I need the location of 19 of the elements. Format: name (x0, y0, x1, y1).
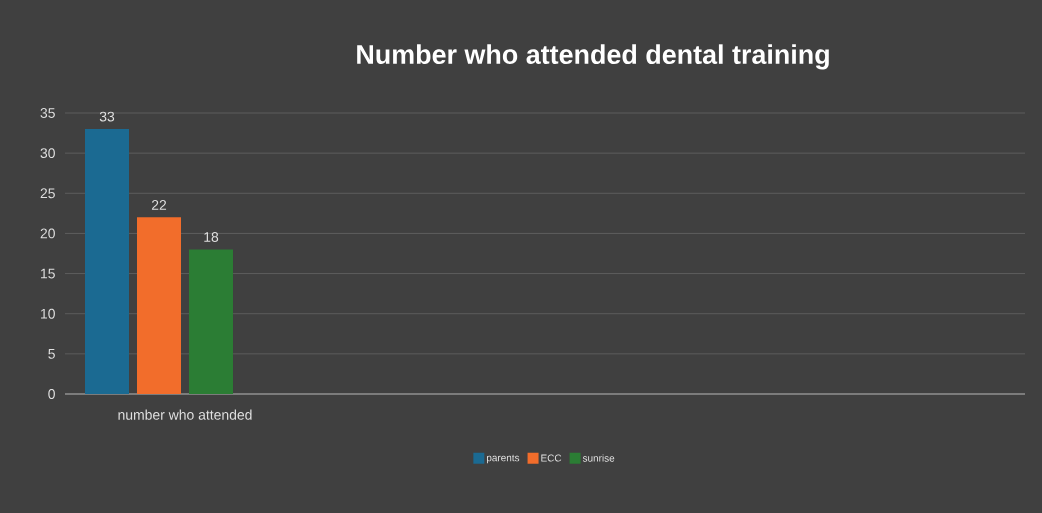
y-tick-label: 20 (40, 228, 55, 239)
y-tick-label: 0 (48, 389, 55, 399)
legend-label: sunrise (582, 454, 615, 462)
y-tick-label: 5 (48, 348, 55, 359)
legend-label: ECC (541, 454, 562, 462)
legend-label: parents (486, 454, 520, 464)
bar (137, 217, 181, 394)
y-tick-label: 15 (41, 268, 55, 279)
y-tick-label: 25 (40, 188, 55, 199)
y-tick-label: 30 (40, 148, 55, 159)
y-tick-label: 35 (40, 108, 55, 118)
data-label: 18 (204, 232, 219, 242)
data-label: 22 (151, 200, 167, 210)
data-label: 33 (99, 111, 115, 122)
x-tick-label: number who attended (118, 409, 252, 420)
bar (189, 249, 233, 394)
chart-title: Number who attended dental training (357, 44, 829, 70)
bar (85, 129, 129, 394)
y-tick-label: 10 (41, 308, 55, 319)
